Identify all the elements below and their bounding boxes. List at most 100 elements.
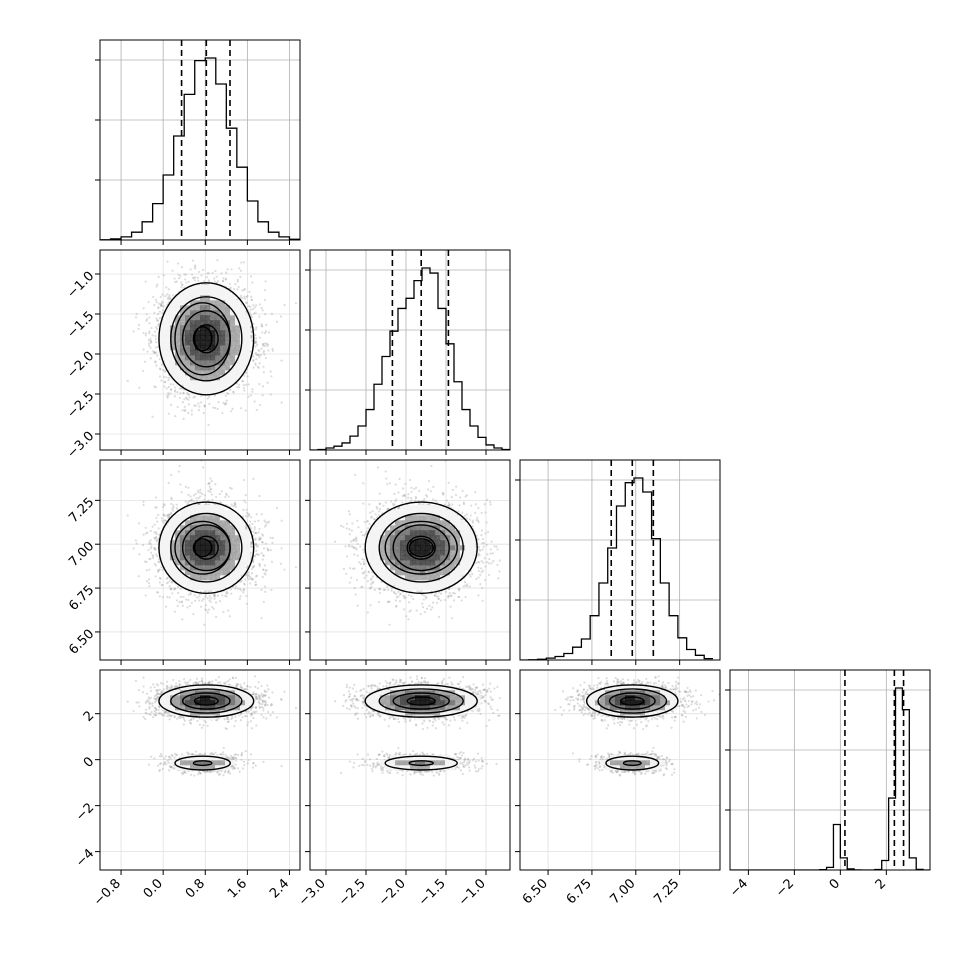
density-cell xyxy=(195,315,201,321)
sample-point xyxy=(271,349,275,352)
sample-point xyxy=(263,298,267,302)
panel-frame xyxy=(309,249,511,451)
density-cell xyxy=(200,290,206,296)
sample-point xyxy=(239,294,243,297)
sample-point xyxy=(200,274,203,277)
density-cell xyxy=(170,330,176,336)
sample-point xyxy=(258,537,261,541)
density-cell xyxy=(195,355,201,361)
density-cell xyxy=(160,325,166,331)
density-cell xyxy=(220,380,226,386)
sample-point xyxy=(260,306,263,309)
sample-point xyxy=(256,354,259,357)
sample-point xyxy=(168,298,171,301)
density-cell xyxy=(205,320,211,326)
sample-point xyxy=(240,261,243,264)
sample-point xyxy=(255,343,259,346)
sample-point xyxy=(162,513,165,516)
sample-point xyxy=(162,305,165,308)
sample-point xyxy=(280,401,283,404)
sample-point xyxy=(267,331,271,334)
density-cell xyxy=(190,290,196,296)
sample-point xyxy=(148,316,151,319)
sample-point xyxy=(255,549,258,552)
hist-y-ticks xyxy=(305,269,310,391)
sample-point xyxy=(248,290,251,293)
density-cell xyxy=(225,310,231,316)
sample-point xyxy=(144,334,147,337)
sample-point xyxy=(270,375,273,378)
density-cell xyxy=(195,290,201,296)
sample-point xyxy=(165,387,168,390)
density-cell xyxy=(240,315,246,321)
sample-point xyxy=(138,553,141,556)
sample-point xyxy=(191,259,195,262)
density-cell xyxy=(185,330,191,336)
sample-point xyxy=(194,267,197,270)
sample-point xyxy=(255,337,258,340)
density-cell xyxy=(175,335,181,341)
sample-point xyxy=(181,401,184,404)
sample-point xyxy=(137,522,140,525)
sample-point xyxy=(228,282,231,285)
sample-point xyxy=(207,272,210,275)
density-cell xyxy=(220,335,226,341)
sample-point xyxy=(261,541,264,544)
density-cell xyxy=(210,365,216,371)
density-cell xyxy=(205,385,211,391)
density-cell xyxy=(165,315,171,321)
sample-point xyxy=(221,280,225,283)
sample-point xyxy=(226,268,229,271)
sample-point xyxy=(148,330,151,333)
sample-point xyxy=(168,376,171,380)
density-cell xyxy=(190,325,196,331)
sample-point xyxy=(156,354,159,357)
sample-point xyxy=(258,349,261,352)
density-cell xyxy=(215,350,221,356)
density-cell xyxy=(210,335,216,341)
density-cell xyxy=(205,355,211,361)
sample-point xyxy=(247,383,250,386)
sample-point xyxy=(155,317,158,320)
density-cell xyxy=(195,305,201,311)
sample-point xyxy=(172,506,175,509)
sample-point xyxy=(161,293,164,296)
sample-point xyxy=(179,392,182,395)
density-cell xyxy=(175,370,181,376)
sample-point xyxy=(242,478,246,482)
sample-point xyxy=(155,553,158,556)
density-cell xyxy=(160,355,166,361)
hist-y-ticks xyxy=(95,59,100,181)
sample-point xyxy=(244,409,247,412)
sample-point xyxy=(137,323,140,327)
sample-point xyxy=(157,527,160,530)
sample-point xyxy=(192,277,195,280)
density-cell xyxy=(200,285,206,291)
density-cell xyxy=(215,295,221,301)
density-cell xyxy=(245,325,251,331)
sample-point xyxy=(157,560,160,563)
sample-point xyxy=(156,319,159,322)
sample-point xyxy=(179,274,182,278)
sample-point xyxy=(150,326,153,330)
sample-point xyxy=(159,302,163,305)
sample-point xyxy=(238,245,240,247)
sample-point xyxy=(216,259,219,262)
sample-point xyxy=(180,286,183,289)
grid xyxy=(310,250,510,450)
sample-point xyxy=(279,315,283,318)
density-cell xyxy=(225,355,231,361)
sample-point xyxy=(237,285,240,288)
density-cell xyxy=(210,290,216,296)
sample-point xyxy=(213,597,216,600)
density-cell xyxy=(230,345,236,351)
density-cell xyxy=(225,290,231,296)
sample-point xyxy=(204,604,208,607)
sample-point xyxy=(203,405,207,408)
sample-point xyxy=(215,495,218,499)
density-cell xyxy=(170,360,176,366)
sample-point xyxy=(261,394,264,397)
density-cell xyxy=(220,370,226,376)
sample-point xyxy=(155,516,158,519)
sample-point xyxy=(170,580,174,584)
